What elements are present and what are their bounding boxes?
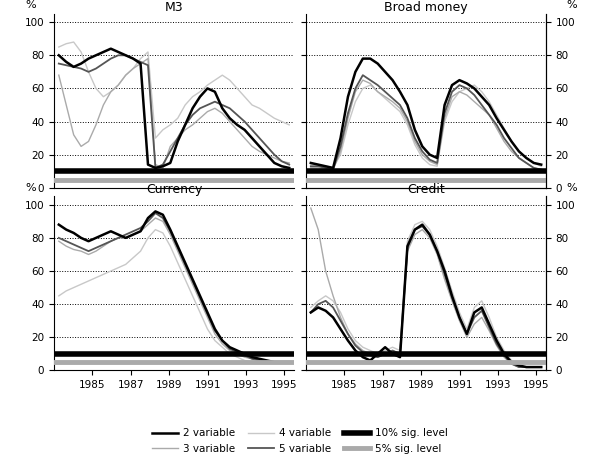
Text: %: % xyxy=(566,0,577,10)
Title: Credit: Credit xyxy=(407,183,445,196)
Title: Currency: Currency xyxy=(146,183,202,196)
Text: %: % xyxy=(566,183,577,193)
Text: %: % xyxy=(25,0,36,10)
Text: %: % xyxy=(25,183,36,193)
Title: M3: M3 xyxy=(164,1,184,14)
Legend: 2 variable, 3 variable, 4 variable, 5 variable, 10% sig. level, 5% sig. level: 2 variable, 3 variable, 4 variable, 5 va… xyxy=(148,424,452,458)
Title: Broad money: Broad money xyxy=(384,1,468,14)
